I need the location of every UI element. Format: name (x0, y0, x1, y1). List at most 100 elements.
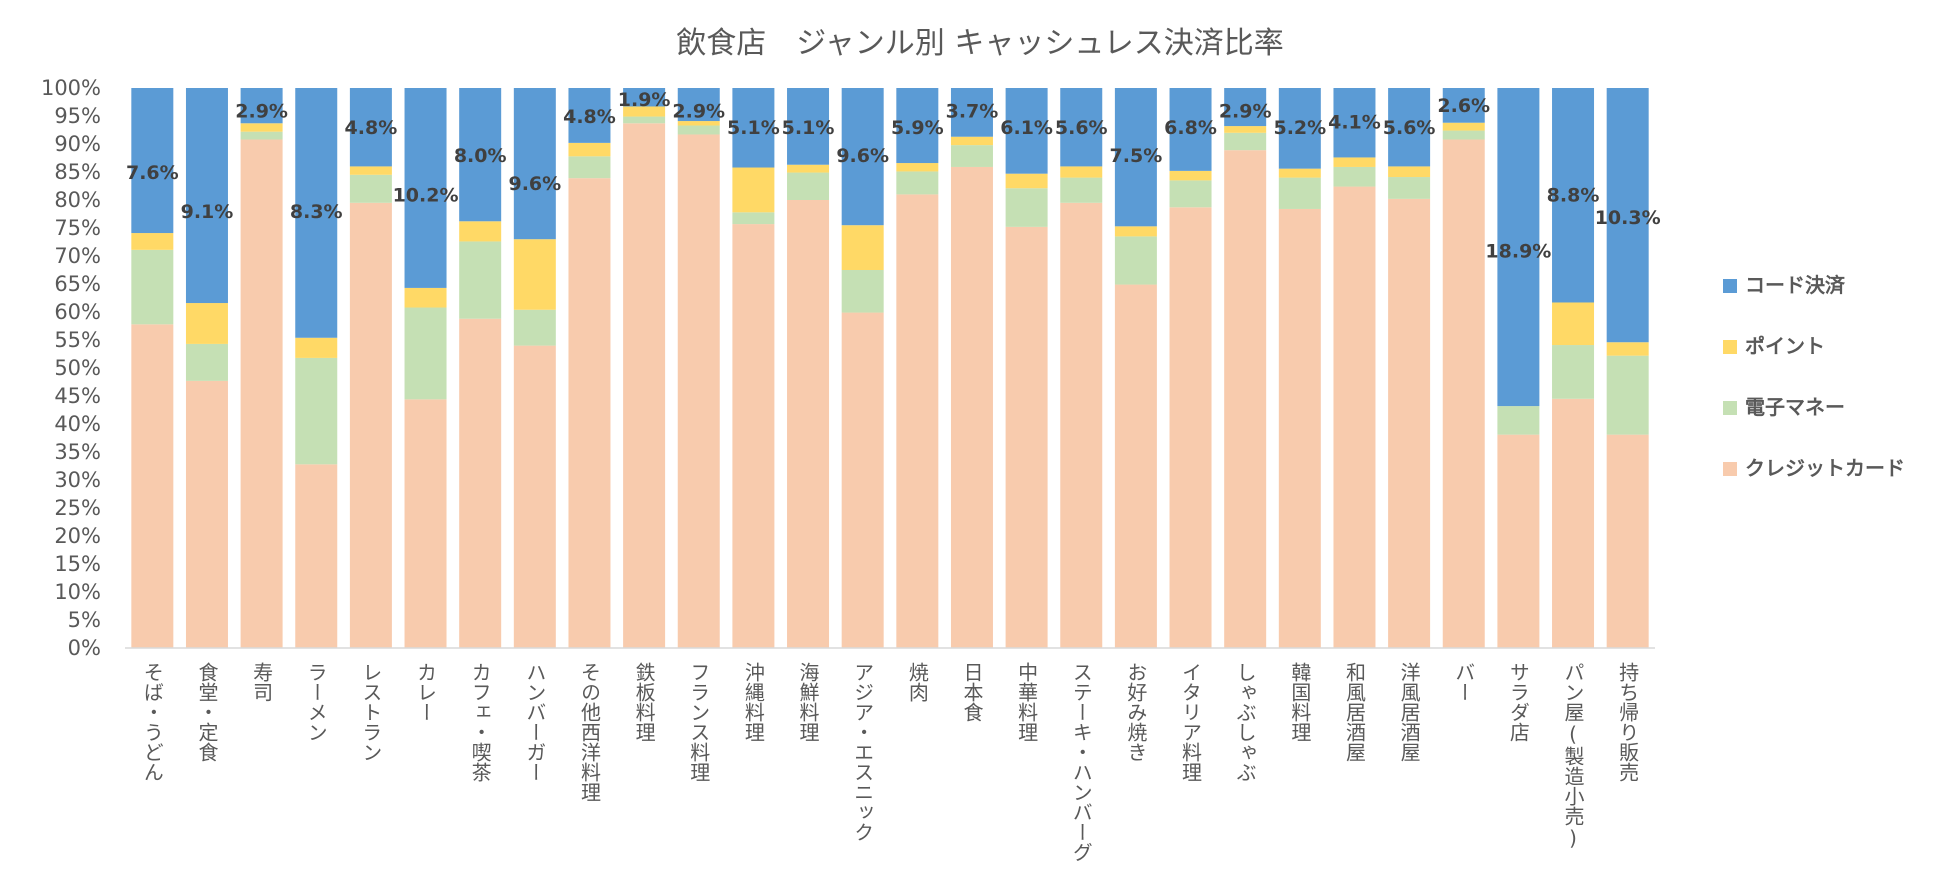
bar-segment (568, 156, 611, 179)
bar-segment (1442, 139, 1485, 648)
data-label: 4.1% (1328, 112, 1381, 134)
x-tick-label: フランス料理 (687, 662, 711, 782)
data-label: 8.0% (454, 145, 507, 167)
x-tick-label: しゃぶしゃぶ (1233, 662, 1257, 782)
bars (131, 88, 1649, 649)
bar-segment (1169, 88, 1212, 171)
bar-segment (841, 88, 884, 226)
bar-segment (732, 224, 775, 648)
x-tick-label: お好み焼き (1124, 662, 1148, 762)
data-label: 3.7% (946, 100, 999, 122)
bar-segment (677, 125, 720, 135)
bar-segment (1333, 157, 1376, 167)
data-label: 2.9% (1219, 100, 1272, 122)
x-tick-label: 海鮮料理 (796, 662, 820, 742)
y-tick-label: 15% (54, 552, 101, 576)
bar-segment (1114, 284, 1157, 648)
bar-segment (1606, 355, 1649, 435)
bar-segment (295, 464, 338, 648)
bar-segment (404, 88, 447, 288)
x-tick-label: カレー (414, 662, 438, 722)
data-label: 5.9% (891, 117, 944, 139)
bar-segment (131, 233, 174, 250)
bar-segment (787, 200, 830, 648)
bar-segment (732, 212, 775, 225)
x-tick-label: その他西洋料理 (577, 662, 601, 802)
x-tick-label: そば・うどん (140, 662, 164, 782)
bar-segment (1497, 406, 1540, 435)
bar-segment (1224, 132, 1267, 151)
bar-segment (1552, 302, 1595, 346)
bar-segment (841, 225, 884, 270)
x-tick-label: サラダ店 (1506, 662, 1530, 742)
bar-segment (513, 239, 556, 310)
data-labels: 7.6%9.1%2.9%8.3%4.8%10.2%8.0%9.6%4.8%1.9… (126, 89, 1661, 262)
y-tick-label: 75% (54, 216, 101, 240)
bar-segment (1442, 88, 1485, 123)
bar-segment (349, 166, 392, 175)
bar-segment (1552, 398, 1595, 648)
x-tick-label: 沖縄料理 (741, 662, 765, 742)
x-tick-label: 中華料理 (1015, 662, 1039, 742)
bar-segment (295, 88, 338, 338)
legend-label: 電子マネー (1745, 395, 1845, 419)
bar-segment (349, 202, 392, 649)
legend-label: ポイント (1745, 334, 1825, 358)
bar-segment (1224, 150, 1267, 648)
x-tick-label: ステーキ・ハンバーグ (1069, 662, 1093, 862)
bar-segment (459, 318, 502, 648)
bar-segment (240, 139, 283, 648)
bar-segment (841, 312, 884, 648)
x-tick-label: 和風居酒屋 (1342, 662, 1366, 762)
bar-segment (1169, 170, 1212, 181)
bar-segment (240, 123, 283, 132)
bar-segment (513, 345, 556, 648)
bar-segment (404, 399, 447, 648)
x-tick-label: 韓国料理 (1288, 662, 1312, 742)
data-label: 5.1% (782, 117, 835, 139)
bar-segment (1224, 126, 1267, 133)
bar-segment (1497, 88, 1540, 407)
bar-segment (568, 142, 611, 157)
bar-segment (459, 221, 502, 242)
bar-segment (950, 145, 993, 167)
bar-segment (732, 167, 775, 213)
data-label: 6.1% (1000, 117, 1053, 139)
bar-segment (677, 134, 720, 649)
bar-segment (623, 116, 666, 124)
bar-segment (459, 241, 502, 319)
bar-segment (459, 88, 502, 222)
y-axis: 0% 5% 10% 15% 20% 25% 30% 35% 40% 45% 50% 55% 60% 65%… (41, 76, 101, 660)
bar-segment (131, 324, 174, 648)
x-tick-label: 鉄板料理 (632, 662, 656, 742)
bar-segment (1169, 180, 1212, 208)
bar-segment (404, 287, 447, 308)
bar-segment (1333, 166, 1376, 187)
bar-segment (1005, 188, 1048, 227)
bar-segment (896, 171, 939, 195)
bar-segment (1114, 88, 1157, 227)
bar-segment (732, 88, 775, 168)
bar-segment (1278, 88, 1321, 169)
bar-segment (1060, 177, 1103, 203)
bar-segment (240, 88, 283, 124)
data-label: 8.8% (1547, 184, 1600, 206)
bar-segment (950, 166, 993, 648)
bar-segment (1552, 345, 1595, 399)
bar-segment (1442, 122, 1485, 131)
y-tick-label: 80% (54, 188, 101, 212)
y-tick-label: 95% (54, 104, 101, 128)
y-tick-label: 45% (54, 384, 101, 408)
bar-segment (1606, 88, 1649, 343)
bar-segment (1169, 207, 1212, 648)
x-tick-label: レストラン (359, 662, 383, 762)
x-tick-label: カフェ・喫茶 (468, 662, 492, 782)
x-axis: そば・うどん 食堂・定食 寿司 ラーメン レストラン カレー カフェ・喫茶 ハンバーガー その他… (125, 647, 1655, 862)
bar-segment (787, 172, 830, 200)
bar-segment (1388, 88, 1431, 167)
bar-segment (1606, 342, 1649, 356)
x-tick-label: イタリア料理 (1179, 662, 1203, 782)
bar-segment (513, 309, 556, 346)
bar-segment (1333, 88, 1376, 158)
bar-segment (185, 343, 228, 381)
